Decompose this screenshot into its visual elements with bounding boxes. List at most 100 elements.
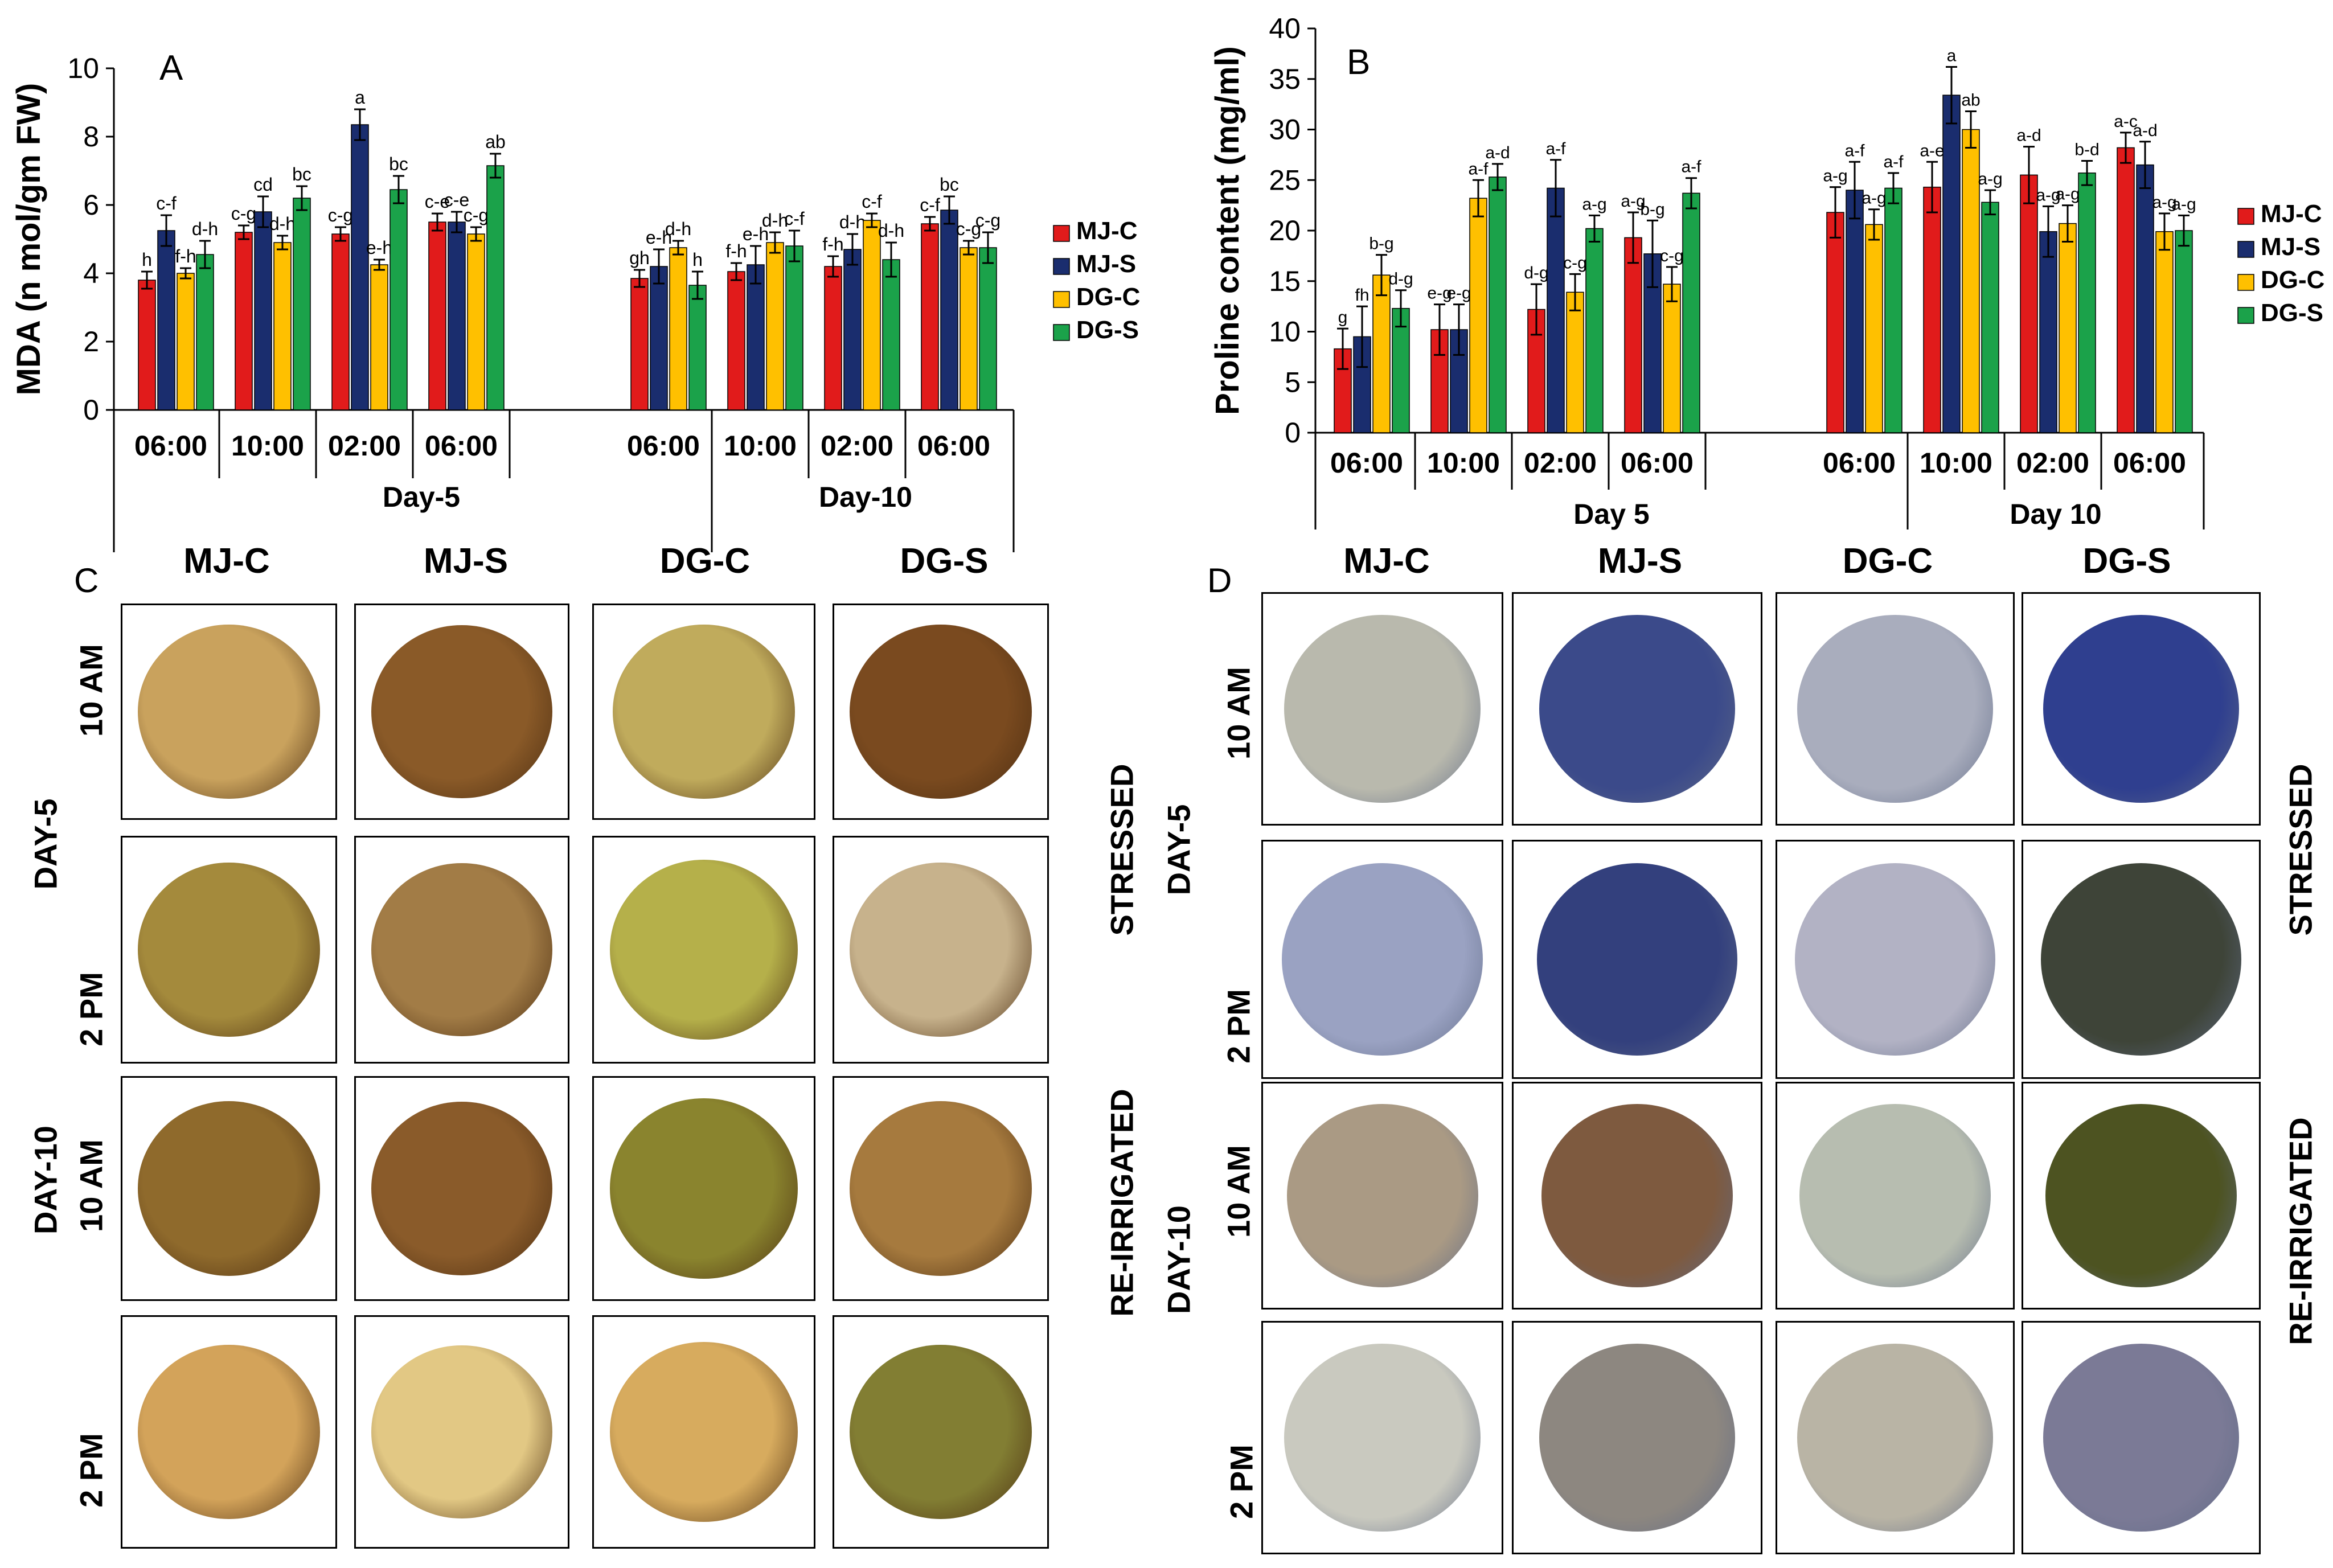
leaf-disc-image	[850, 862, 1032, 1037]
bar-dg-c	[766, 242, 784, 411]
bar-dg-c	[177, 273, 195, 411]
bar-dg-c	[960, 247, 978, 411]
bar-dg-c	[2059, 223, 2077, 433]
category-label: 06:00	[1823, 447, 1896, 479]
bar-mj-c	[921, 223, 939, 411]
panel-letter-b: B	[1347, 43, 1370, 82]
category-label: 06:00	[627, 430, 700, 462]
leaf-disc-image	[1286, 1103, 1478, 1288]
y-tick-label: 30	[1269, 114, 1301, 146]
leaf-disc-image	[2040, 863, 2242, 1056]
y-axis-label: MDA (n mol/gm FW)	[10, 83, 47, 396]
y-tick-label: 25	[1269, 164, 1301, 196]
significance-label: d-g	[1524, 264, 1548, 282]
leaf-disc-cell	[121, 1076, 337, 1301]
leaf-disc-cell	[592, 1076, 815, 1301]
leaf-disc-cell	[2022, 840, 2261, 1079]
leaf-disc-cell	[592, 604, 815, 820]
significance-label: a	[1947, 46, 1957, 65]
legend-swatch	[2237, 208, 2254, 225]
significance-label: b-g	[1369, 235, 1393, 253]
bar-mj-s	[448, 221, 466, 411]
significance-label: b-g	[1640, 200, 1664, 219]
significance-label: g	[1338, 308, 1348, 327]
panel-c-col-dgc: DG-C	[659, 541, 751, 581]
leaf-disc-image	[1799, 1103, 1991, 1288]
significance-label: d-h	[762, 210, 788, 231]
bar-mj-c	[727, 271, 745, 411]
legend-label: DG-C	[2261, 266, 2324, 294]
significance-label: a-f	[1545, 139, 1566, 158]
significance-label: a-g	[1582, 195, 1606, 214]
leaf-disc-image	[1539, 614, 1736, 803]
bar-dg-s	[1392, 307, 1410, 433]
category-label: 06:00	[1621, 447, 1694, 479]
significance-label: c-f	[156, 193, 177, 214]
significance-label: d-h	[839, 212, 866, 232]
legend-swatch	[2237, 241, 2254, 258]
legend-swatch	[1053, 291, 1070, 308]
legend-label: MJ-C	[1076, 217, 1138, 245]
legend-swatch	[2237, 274, 2254, 291]
significance-label: a-g	[2036, 186, 2060, 204]
leaf-disc-image	[1282, 863, 1483, 1056]
significance-label: a-e	[1920, 141, 1944, 160]
bar-dg-s	[1489, 176, 1507, 433]
significance-label: h	[692, 249, 703, 270]
significance-label: e-h	[366, 237, 392, 258]
y-tick-label: 6	[83, 189, 99, 221]
y-tick-label: 20	[1269, 215, 1301, 247]
day-label: Day-5	[383, 481, 460, 513]
significance-label: bc	[940, 174, 959, 195]
bar-mj-s	[351, 124, 369, 411]
significance-label: bc	[389, 154, 408, 174]
legend-label: MJ-C	[2261, 200, 2322, 228]
leaf-disc-image	[2043, 1343, 2240, 1532]
leaf-disc-cell	[833, 836, 1049, 1064]
significance-label: c-f	[862, 191, 882, 212]
significance-label: c-g	[231, 203, 256, 224]
leaf-disc-image	[371, 863, 552, 1037]
bar-dg-c	[1469, 198, 1487, 433]
bar-dg-c	[1372, 274, 1391, 433]
significance-label: a-d	[1485, 143, 1510, 162]
bar-dg-c	[863, 220, 881, 411]
panel-c-row-4: 2 PM	[73, 1433, 109, 1508]
category-label: 02:00	[2016, 447, 2089, 479]
significance-label: a-d	[2133, 121, 2157, 140]
bar-dg-s	[1682, 192, 1700, 433]
significance-label: d-h	[269, 214, 296, 234]
leaf-disc-image	[2043, 614, 2240, 803]
day-label: Day 10	[2010, 498, 2101, 530]
bar-mj-c	[1826, 212, 1844, 433]
significance-label: a-f	[1883, 153, 1904, 171]
y-tick-label: 0	[83, 394, 99, 426]
significance-label: c-g	[464, 205, 489, 225]
significance-label: d-g	[1388, 270, 1413, 289]
legend-label: MJ-S	[1076, 250, 1136, 278]
significance-label: a-g	[1823, 167, 1847, 186]
y-tick-label: 35	[1269, 63, 1301, 95]
category-label: 06:00	[2113, 447, 2186, 479]
panel-d-col-mjs: MJ-S	[1597, 541, 1683, 581]
panel-c-row-1: 10 AM	[73, 644, 109, 737]
leaf-disc-cell	[1261, 592, 1503, 826]
bar-mj-s	[747, 264, 765, 411]
significance-label: f-h	[175, 246, 196, 266]
bar-mj-s	[2039, 231, 2057, 433]
legend-swatch	[2237, 307, 2254, 324]
panel-c-col-dgs: DG-S	[900, 541, 989, 581]
leaf-disc-cell	[121, 604, 337, 820]
leaf-disc-image	[610, 1098, 798, 1279]
significance-label: a-f	[1844, 141, 1865, 160]
bar-dg-s	[1585, 228, 1604, 433]
leaf-disc-cell	[2022, 1082, 2261, 1310]
category-label: 06:00	[134, 430, 207, 462]
significance-label: c-g	[328, 205, 353, 225]
leaf-disc-image	[610, 1341, 798, 1522]
leaf-disc-cell	[1512, 840, 1762, 1079]
leaf-disc-cell	[354, 1076, 569, 1301]
day-label: Day 5	[1573, 498, 1649, 530]
significance-label: a-g	[2171, 195, 2196, 214]
